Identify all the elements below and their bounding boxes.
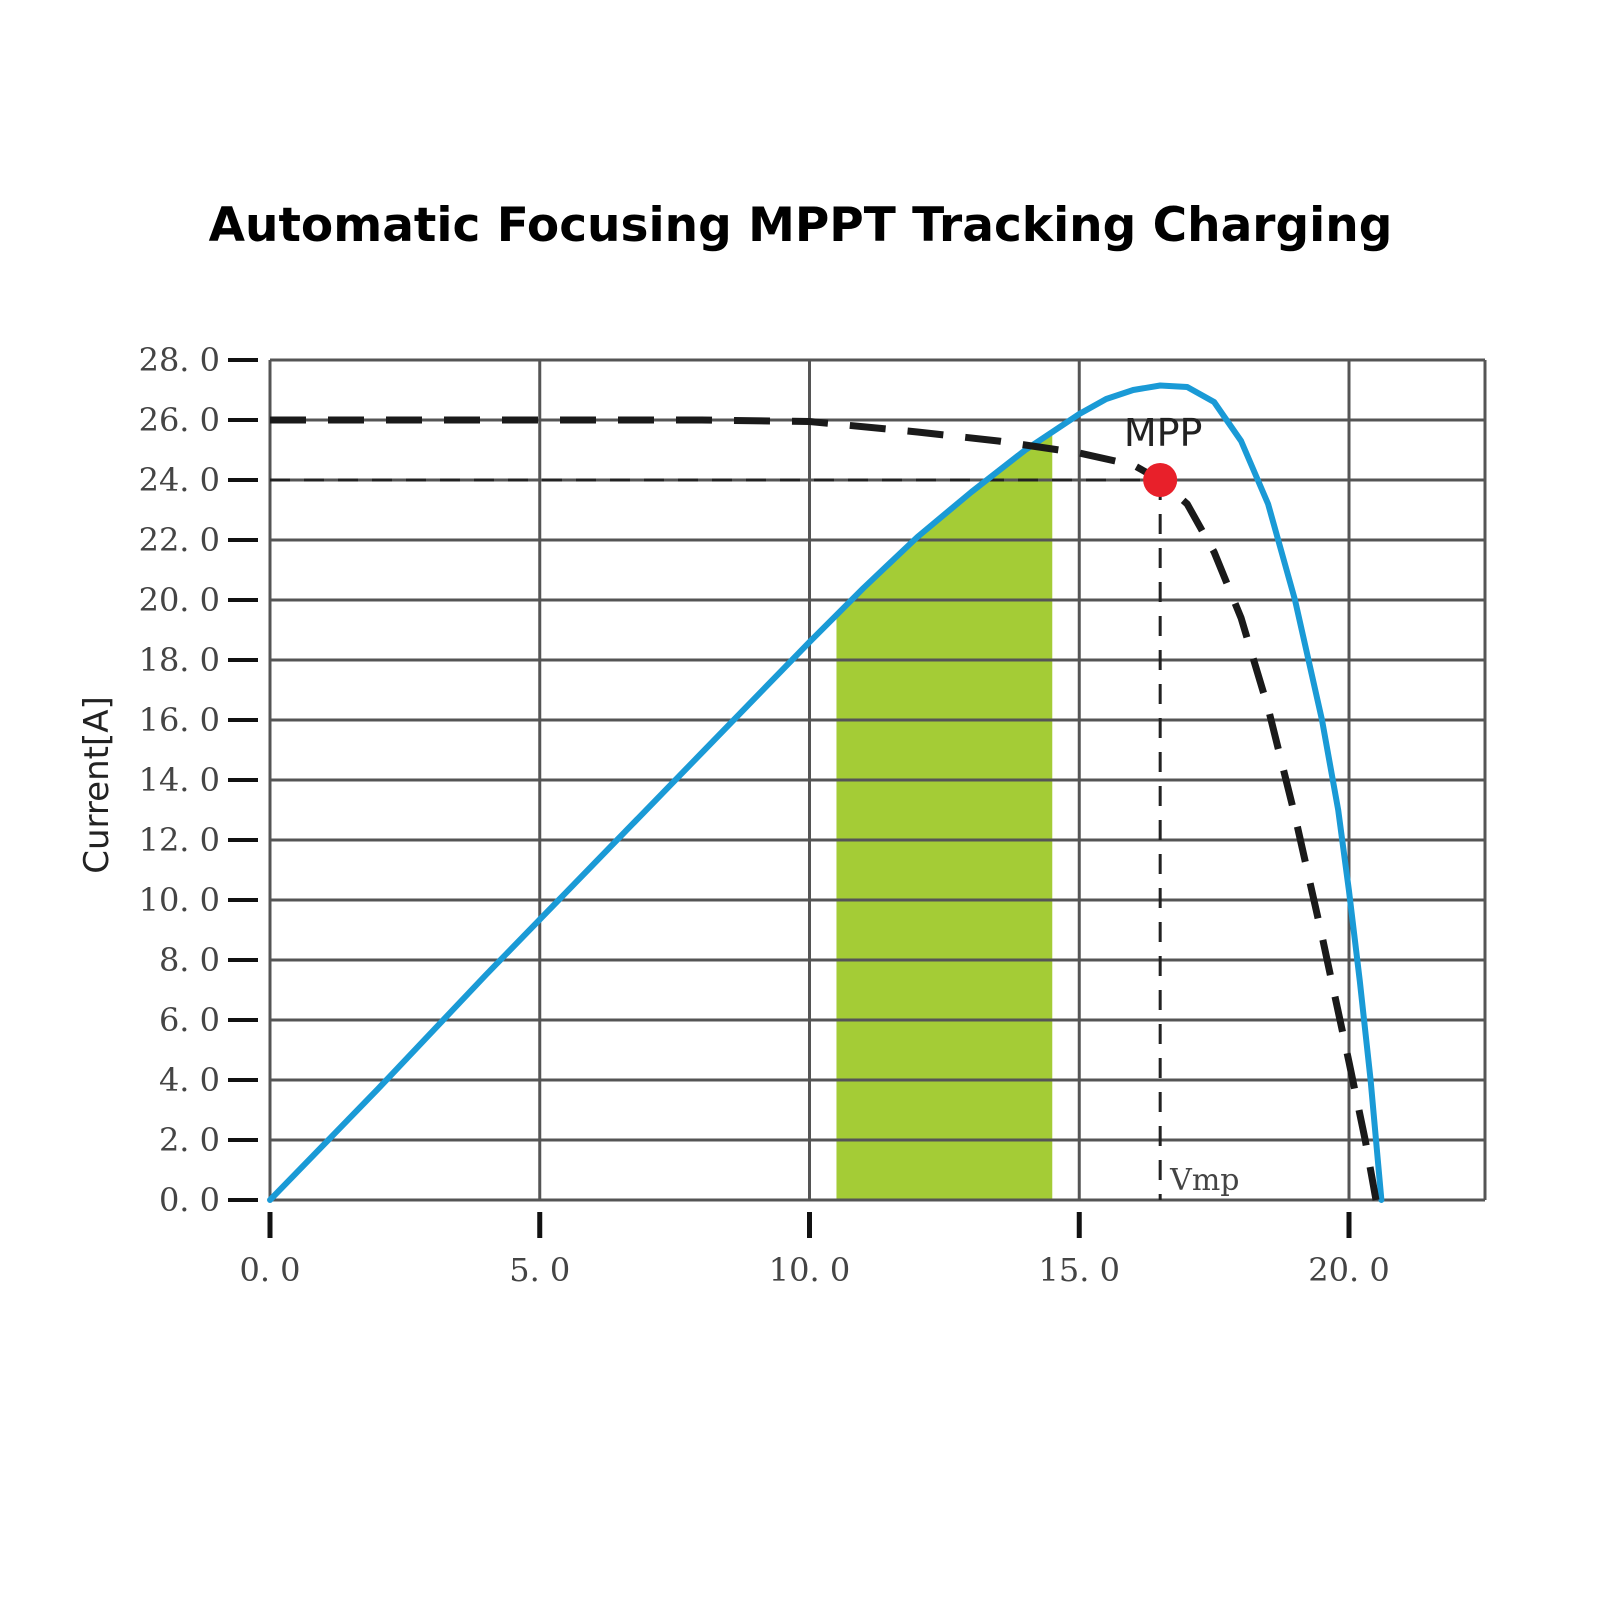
axes-group: 0. 0 2. 0 4. 0 6. 0 8. 0 10. 0 12. 0 14. 0 16. 0… [77, 341, 1390, 1289]
shaded-region [836, 432, 1053, 1200]
y-tick-label: 10. 0 [139, 881, 220, 919]
y-tick-label: 28. 0 [139, 341, 220, 379]
series-group [267, 382, 1385, 1203]
y-tick-label: 24. 0 [139, 461, 220, 499]
y-tick-label: 18. 0 [139, 641, 220, 679]
vmp-label: Vmp [1169, 1163, 1239, 1198]
page-title: Automatic Focusing MPPT Tracking Chargin… [208, 198, 1393, 253]
y-tick-label: 26. 0 [139, 401, 220, 439]
annotations-group: MPP Vmp [1124, 411, 1240, 1198]
x-tick-label: 0. 0 [239, 1251, 300, 1289]
y-axis-label: Current[A] [77, 696, 117, 874]
y-tick-label: 16. 0 [139, 701, 220, 739]
x-tick-label: 15. 0 [1039, 1251, 1120, 1289]
y-tick-label: 2. 0 [159, 1121, 220, 1159]
y-tick-label: 0. 0 [159, 1181, 220, 1219]
mpp-point [1143, 463, 1178, 497]
x-tick-label: 5. 0 [509, 1251, 570, 1289]
y-tick-label: 22. 0 [139, 521, 220, 559]
y-tick-label: 20. 0 [139, 581, 220, 619]
y-tick-label: 4. 0 [159, 1061, 220, 1099]
series-line-solid [267, 382, 1385, 1203]
y-tick-label: 12. 0 [139, 821, 220, 859]
y-tick-label: 14. 0 [139, 761, 220, 799]
series-line-dashed [270, 416, 1380, 1201]
reference-lines-group [270, 478, 1162, 1200]
shaded-region-group [836, 432, 1053, 1200]
x-tick-label: 20. 0 [1308, 1251, 1389, 1289]
x-tick-label: 10. 0 [769, 1251, 850, 1289]
y-tick-label: 6. 0 [159, 1001, 220, 1039]
y-tick-label: 8. 0 [159, 941, 220, 979]
mpp-label: MPP [1124, 411, 1203, 455]
